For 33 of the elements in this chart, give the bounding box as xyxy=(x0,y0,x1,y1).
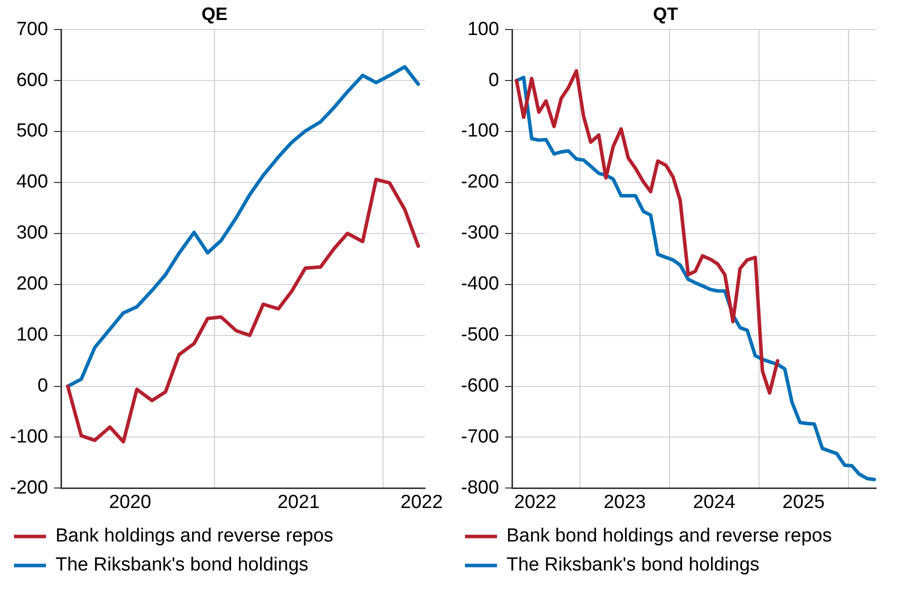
chart-title: QT xyxy=(653,4,678,24)
y-tick-label: -100 xyxy=(10,426,48,448)
y-tick-label: -500 xyxy=(460,324,500,346)
legend-label: Bank bond holdings and reverse repos xyxy=(506,526,832,547)
legend-label: The Riksbank's bond holdings xyxy=(506,554,760,576)
x-tick-label: 2023 xyxy=(604,492,646,513)
y-tick-label: -400 xyxy=(460,274,500,295)
x-tick-label: 2024 xyxy=(692,492,736,513)
chart-title: QE xyxy=(201,4,228,24)
y-tick-label: -600 xyxy=(460,376,500,397)
y-tick-label: 200 xyxy=(16,274,48,295)
y-tick-label: 0 xyxy=(37,376,48,397)
y-tick-label: 600 xyxy=(16,70,48,91)
y-tick-label: -200 xyxy=(10,477,48,498)
x-tick-label: 2021 xyxy=(277,492,320,513)
x-tick-label: 2025 xyxy=(782,492,825,513)
legend-label: Bank holdings and reverse repos xyxy=(56,526,334,547)
y-tick-label: 300 xyxy=(16,222,48,244)
y-tick-label: 0 xyxy=(488,70,500,91)
y-tick-label: -700 xyxy=(460,426,500,448)
y-tick-label: 700 xyxy=(16,18,48,40)
y-tick-label: 500 xyxy=(16,120,48,142)
x-tick-label: 2020 xyxy=(108,492,152,513)
y-tick-label: -200 xyxy=(460,172,500,193)
y-tick-label: 100 xyxy=(467,18,500,40)
y-tick-label: -300 xyxy=(460,222,500,244)
legend-label: The Riksbank's bond holdings xyxy=(56,554,308,576)
y-tick-label: 100 xyxy=(16,324,48,346)
x-tick-label: 2022 xyxy=(400,492,443,513)
x-tick-label: 2022 xyxy=(514,492,556,513)
y-tick-label: -800 xyxy=(460,477,500,498)
y-tick-label: 400 xyxy=(16,172,48,193)
y-tick-label: -100 xyxy=(460,120,500,142)
